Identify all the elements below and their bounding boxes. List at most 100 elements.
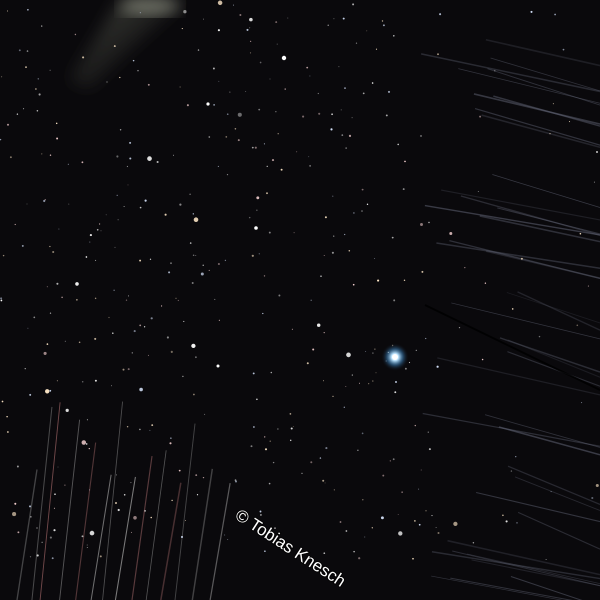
trail <box>39 402 61 600</box>
star <box>268 231 271 234</box>
star <box>425 510 427 512</box>
star <box>264 550 266 552</box>
star <box>403 279 406 282</box>
star <box>281 55 287 61</box>
trail <box>16 469 38 600</box>
star <box>170 350 173 353</box>
star <box>89 530 95 536</box>
star <box>195 474 198 476</box>
star <box>322 479 325 482</box>
star <box>139 206 142 209</box>
star <box>431 515 433 517</box>
star <box>239 14 242 16</box>
star <box>16 465 19 468</box>
star <box>217 165 219 167</box>
star <box>332 195 334 197</box>
trail <box>476 491 600 523</box>
star <box>112 332 114 334</box>
star <box>233 4 234 6</box>
star <box>143 326 146 328</box>
star <box>96 228 99 231</box>
star <box>418 523 421 526</box>
star <box>85 256 88 258</box>
star <box>130 531 133 533</box>
star <box>226 113 229 116</box>
trail <box>479 215 600 243</box>
star <box>484 282 487 284</box>
star <box>333 489 335 491</box>
star <box>397 143 400 146</box>
star <box>404 367 407 370</box>
star <box>254 146 257 149</box>
star <box>114 246 116 248</box>
star <box>338 66 340 68</box>
star <box>398 531 403 536</box>
star <box>269 440 271 442</box>
star <box>284 88 286 90</box>
star <box>36 109 39 112</box>
star <box>189 242 192 244</box>
trail <box>420 53 600 93</box>
star <box>310 299 312 302</box>
star <box>437 53 439 56</box>
star <box>368 383 370 385</box>
star <box>366 203 369 205</box>
star <box>123 206 125 207</box>
star <box>256 398 258 401</box>
star <box>292 426 294 427</box>
star <box>374 348 376 350</box>
star <box>481 358 484 361</box>
star <box>421 270 424 273</box>
star <box>51 557 54 560</box>
star <box>408 361 411 364</box>
star <box>29 393 32 396</box>
star <box>425 337 427 340</box>
star <box>27 327 29 329</box>
star <box>49 389 52 392</box>
star <box>245 91 247 92</box>
star <box>149 429 151 431</box>
star <box>81 161 84 164</box>
trail <box>471 559 600 587</box>
star <box>322 380 325 382</box>
star <box>351 374 353 376</box>
star <box>132 59 135 62</box>
bright-star-core <box>392 354 398 360</box>
star <box>428 221 430 224</box>
star <box>342 17 345 20</box>
star <box>172 154 175 156</box>
star <box>147 354 149 356</box>
star <box>562 48 565 51</box>
star <box>380 516 384 520</box>
star <box>511 308 514 310</box>
star <box>344 87 346 89</box>
star <box>502 514 504 517</box>
star <box>81 440 87 445</box>
star <box>293 232 295 234</box>
star <box>144 510 146 512</box>
star <box>331 251 334 254</box>
star <box>428 448 431 451</box>
star <box>414 520 416 522</box>
star <box>14 223 16 226</box>
star <box>123 494 126 496</box>
star <box>81 381 84 383</box>
star <box>106 81 108 83</box>
star <box>151 424 154 427</box>
star <box>195 255 197 256</box>
star <box>44 199 47 201</box>
star <box>229 91 231 93</box>
star <box>175 297 177 299</box>
star <box>89 241 91 243</box>
star <box>270 371 273 374</box>
star <box>435 527 437 529</box>
star <box>389 460 391 462</box>
star <box>246 28 249 31</box>
star <box>64 484 66 486</box>
trail <box>424 304 600 391</box>
star <box>264 436 266 438</box>
star <box>272 461 275 464</box>
star <box>14 502 17 505</box>
star <box>49 245 51 248</box>
